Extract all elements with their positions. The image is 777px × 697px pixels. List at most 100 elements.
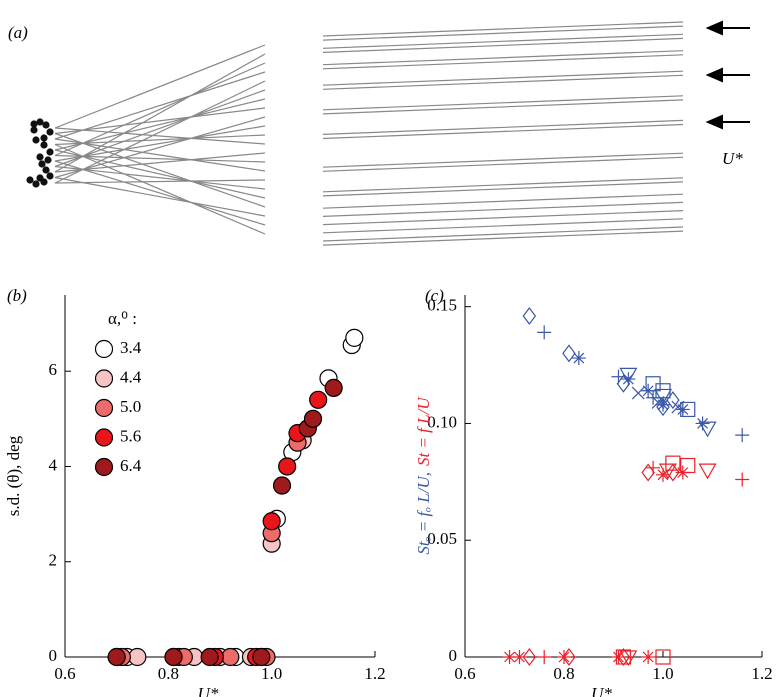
marker [221, 647, 240, 667]
y-tick-label: 0.10 [427, 412, 457, 431]
arrows [705, 20, 750, 130]
panel-label: (b) [7, 286, 27, 305]
marker [164, 647, 183, 667]
marker [735, 428, 750, 443]
dot [30, 120, 38, 128]
x-tick-label: 0.8 [553, 664, 574, 683]
parallel-line [322, 230, 684, 246]
fan-line [54, 62, 266, 157]
marker [641, 463, 655, 482]
parallel-line [322, 218, 684, 234]
fan-line [54, 71, 266, 140]
parallel-line [322, 54, 684, 70]
parallel-line [322, 177, 684, 193]
marker [641, 650, 656, 664]
fan-line [54, 149, 266, 199]
fan-line [54, 127, 266, 145]
y-tick-label: 0 [449, 646, 458, 665]
legend-marker [94, 457, 114, 477]
legend-label: 3.4 [120, 338, 142, 357]
dot [44, 156, 52, 164]
parallel-line [322, 156, 684, 172]
fan-line [54, 53, 266, 173]
marker [562, 344, 576, 363]
dot [46, 128, 54, 136]
marker [537, 325, 552, 340]
marker [631, 386, 645, 400]
legend-marker [94, 428, 114, 447]
fan-line [54, 116, 266, 179]
marker [698, 463, 717, 480]
marker [557, 650, 571, 664]
y-axis-label: s.d. (θ), deg [4, 435, 23, 516]
y-tick-label: 4 [49, 455, 58, 474]
parallel-line [322, 181, 684, 197]
marker [658, 463, 677, 480]
dots [26, 118, 54, 188]
x-tick-label: 0.6 [54, 664, 75, 683]
parallel-line [322, 99, 684, 115]
dot [38, 160, 46, 168]
fan-line [54, 179, 266, 184]
legend-marker [94, 398, 114, 418]
parallel-line [322, 119, 684, 135]
x-tick-label: 0.8 [158, 664, 179, 683]
chart: (c) 0.6 0.8 1.0 1.2 0 0.05 0.10 0.15 U* Stₒ = fₒ L… [414, 286, 773, 697]
dot [42, 166, 50, 174]
marker [537, 650, 552, 664]
marker [571, 351, 586, 366]
marker [522, 648, 537, 666]
legend-label: 5.0 [120, 397, 141, 416]
marker [502, 650, 517, 664]
x-tick-label: 1.2 [364, 664, 385, 683]
dot [30, 126, 38, 134]
marker [646, 460, 661, 475]
fan-line [54, 134, 266, 146]
marker [512, 650, 527, 664]
x-tick-label: 1.2 [751, 664, 772, 683]
y-label-part: St = f L/U [414, 396, 433, 466]
parallel-line [322, 50, 684, 66]
marker [128, 647, 147, 667]
marker [252, 647, 271, 667]
marker [695, 416, 710, 431]
parallel-line [322, 152, 684, 168]
flow-label: U* [722, 149, 743, 168]
fan-line [54, 152, 266, 173]
x-tick-label: 1.0 [652, 664, 673, 683]
legend-title: α,⁰ : [108, 309, 137, 328]
dot [26, 176, 34, 184]
y-tick-label: 0 [49, 646, 58, 665]
fan-line [54, 125, 266, 162]
parallel-line [322, 70, 684, 86]
marker [656, 467, 670, 482]
fan-line [54, 160, 266, 226]
fan-line [54, 143, 266, 235]
parallel-line [322, 33, 684, 49]
parallel-line [322, 193, 684, 209]
marker [309, 390, 328, 409]
marker [611, 650, 626, 664]
marker [324, 378, 343, 397]
fan-line [54, 154, 266, 163]
lines [54, 21, 684, 246]
parallel-line [322, 226, 684, 242]
dot [36, 118, 44, 126]
y-tick-label: 6 [49, 360, 58, 379]
dot [36, 174, 44, 182]
x-tick-label: 1.0 [261, 664, 282, 683]
marker [653, 388, 673, 405]
parallel-line [322, 74, 684, 90]
marker [262, 512, 281, 531]
dot [40, 134, 48, 142]
y-axis-label: Stₒ = fₒ L/U, St = f L/U [414, 396, 433, 555]
dot [32, 180, 40, 188]
diagram-a: (a) U* [8, 20, 750, 246]
parallel-line [322, 25, 684, 41]
dot [46, 148, 54, 156]
parallel-line [322, 95, 684, 111]
parallel-line [322, 123, 684, 140]
fan-line [54, 98, 266, 151]
marker [616, 648, 631, 666]
marker [656, 397, 670, 412]
